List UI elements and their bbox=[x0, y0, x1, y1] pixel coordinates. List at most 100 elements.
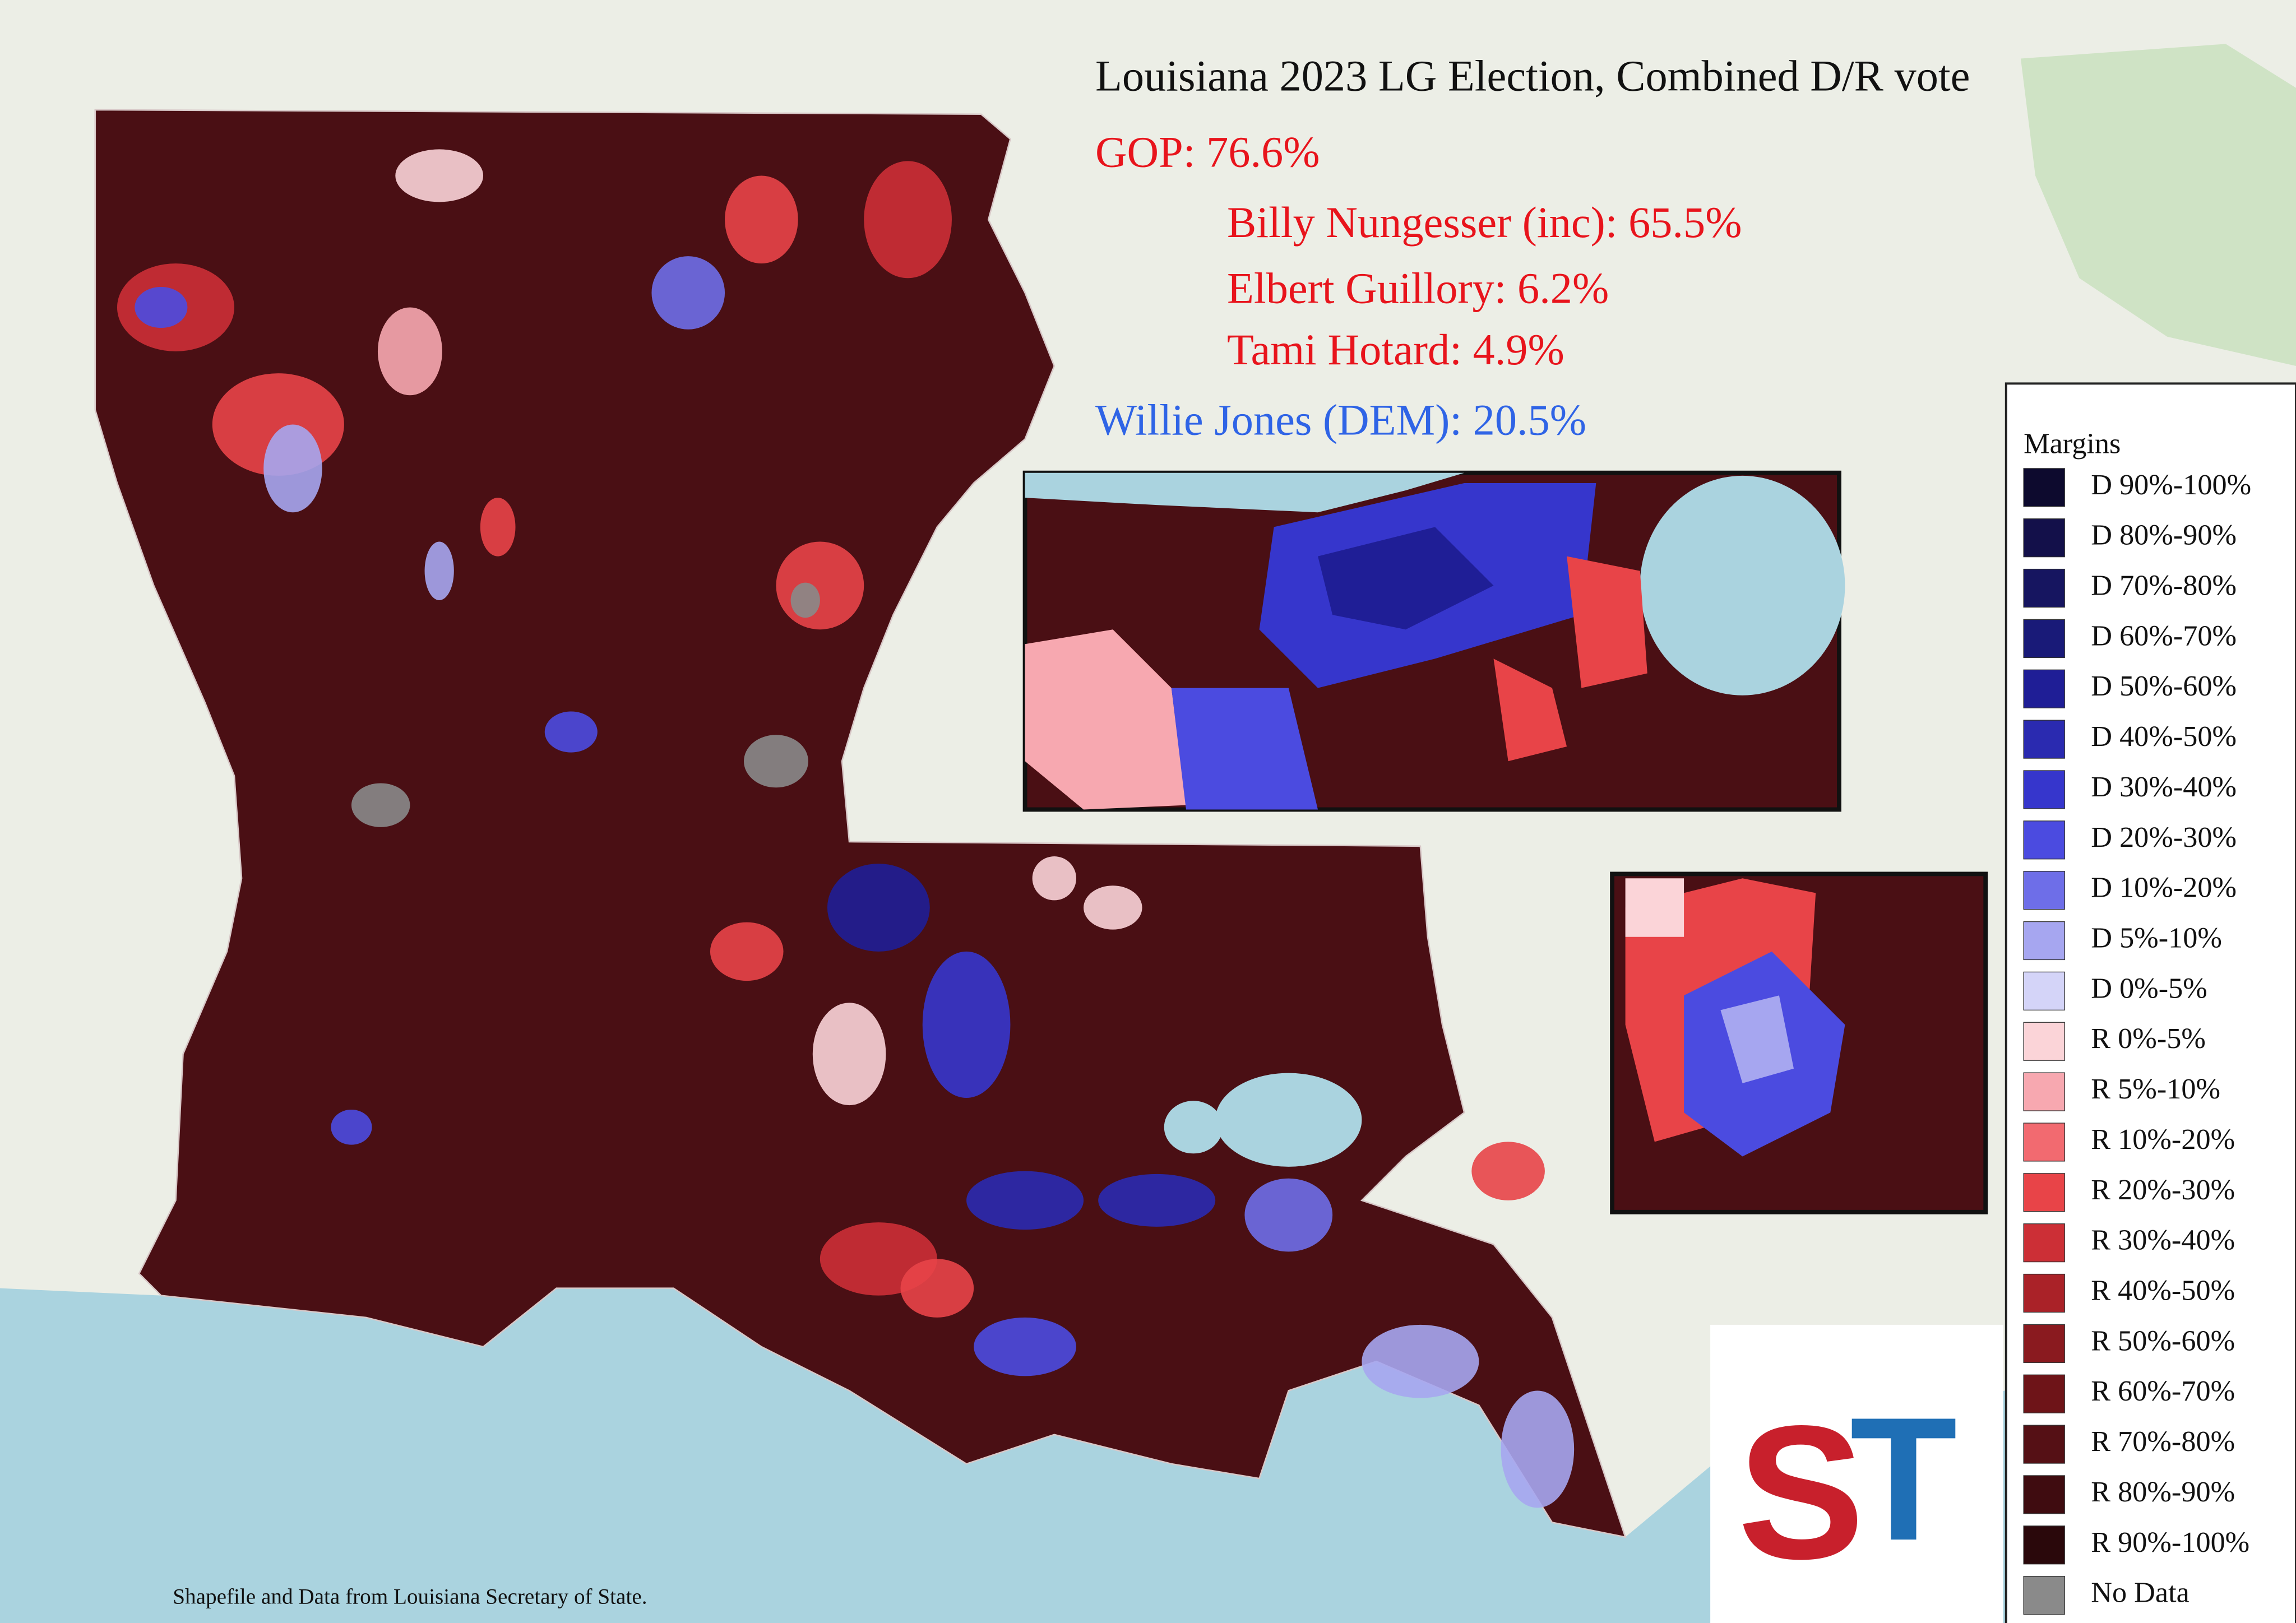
legend-label: R 0%-5% bbox=[2091, 1022, 2206, 1055]
precinct-blob bbox=[744, 735, 808, 788]
lake-pontchartrain bbox=[1215, 1073, 1362, 1167]
legend-swatch bbox=[2023, 1425, 2065, 1464]
legend-label: R 70%-80% bbox=[2091, 1425, 2235, 1458]
legend-swatch bbox=[2023, 1072, 2065, 1111]
precinct-blob bbox=[651, 256, 725, 330]
legend-label: R 20%-30% bbox=[2091, 1174, 2235, 1206]
logo-s: S bbox=[1738, 1386, 1865, 1598]
inset-baton-rouge bbox=[1610, 871, 1988, 1214]
precinct-blob bbox=[1084, 885, 1142, 930]
precinct-blob bbox=[1501, 1390, 1575, 1508]
legend-label: D 60%-70% bbox=[2091, 619, 2237, 652]
results: GOP: 76.6% Billy Nungesser (inc): 65.5% El… bbox=[1095, 127, 1742, 444]
legend-swatch bbox=[2023, 921, 2065, 961]
logo-t: T bbox=[1850, 1381, 1957, 1577]
legend-label: D 5%-10% bbox=[2091, 922, 2222, 954]
legend-swatch bbox=[2023, 720, 2065, 759]
precinct-blob bbox=[480, 498, 516, 557]
legend-label: D 40%-50% bbox=[2091, 720, 2237, 753]
inset-lake bbox=[1025, 472, 1465, 513]
legend-label: R 80%-90% bbox=[2091, 1476, 2235, 1508]
result-line: Willie Jones (DEM): 20.5% bbox=[1095, 395, 1586, 444]
legend-label: R 90%-100% bbox=[2091, 1526, 2249, 1559]
legend-swatch bbox=[2023, 871, 2065, 910]
inset-blue-south bbox=[1171, 688, 1318, 810]
legend-swatch bbox=[2023, 1273, 2065, 1313]
inset-lake-borgne bbox=[1640, 475, 1845, 695]
legend-label: R 10%-20% bbox=[2091, 1123, 2235, 1156]
inset-pink-area bbox=[1025, 629, 1186, 810]
inset-light-blue bbox=[1720, 995, 1794, 1083]
legend-label: D 90%-100% bbox=[2091, 469, 2251, 501]
legend: Margins D 90%-100% D 80%-90% D 70%-80% D 60… bbox=[2005, 382, 2296, 1623]
precinct-blob bbox=[710, 922, 784, 981]
precinct-blob bbox=[790, 582, 820, 618]
precinct-blob bbox=[263, 424, 322, 513]
result-line: Tami Hotard: 4.9% bbox=[1227, 325, 1564, 374]
legend-swatch bbox=[2023, 971, 2065, 1010]
legend-label: R 30%-40% bbox=[2091, 1224, 2235, 1256]
legend-swatch bbox=[2023, 1525, 2065, 1565]
legend-swatch bbox=[2023, 1576, 2065, 1615]
result-line: GOP: 76.6% bbox=[1095, 127, 1320, 176]
precinct-blob bbox=[1471, 1142, 1545, 1200]
legend-swatch bbox=[2023, 770, 2065, 809]
precinct-blob bbox=[331, 1109, 372, 1145]
precinct-blob bbox=[1032, 856, 1076, 901]
precinct-blob bbox=[922, 951, 1011, 1098]
legend-label: D 70%-80% bbox=[2091, 569, 2237, 602]
inset-red-area bbox=[1493, 659, 1567, 762]
legend-swatch bbox=[2023, 568, 2065, 608]
precinct-blob bbox=[1362, 1324, 1479, 1398]
precinct-blob bbox=[395, 149, 484, 202]
precinct-blob bbox=[424, 541, 454, 600]
legend-label: D 20%-30% bbox=[2091, 821, 2237, 854]
legend-label: R 40%-50% bbox=[2091, 1274, 2235, 1306]
legend-swatch bbox=[2023, 669, 2065, 708]
legend-label: No Data bbox=[2091, 1576, 2189, 1609]
inset-deep-blue bbox=[1318, 527, 1494, 630]
legend-label: D 30%-40% bbox=[2091, 771, 2237, 803]
precinct-blob bbox=[725, 175, 798, 264]
result-line: Elbert Guillory: 6.2% bbox=[1227, 263, 1609, 312]
precinct-blob bbox=[966, 1171, 1084, 1230]
legend-swatch bbox=[2023, 1223, 2065, 1263]
precinct-blob bbox=[900, 1259, 974, 1318]
inset-red-east bbox=[1567, 556, 1647, 688]
legend-swatch bbox=[2023, 1123, 2065, 1162]
result-line: Billy Nungesser (inc): 65.5% bbox=[1227, 198, 1742, 247]
lake-maurepas bbox=[1164, 1101, 1223, 1154]
legend-swatch bbox=[2023, 1475, 2065, 1514]
legend-swatch bbox=[2023, 619, 2065, 658]
precinct-blob bbox=[827, 864, 930, 952]
precinct-blob bbox=[1098, 1174, 1216, 1227]
logo-box bbox=[1710, 1324, 2003, 1623]
legend-label: R 60%-70% bbox=[2091, 1375, 2235, 1407]
legend-label: D 50%-60% bbox=[2091, 670, 2237, 702]
legend-items: D 90%-100% D 80%-90% D 70%-80% D 60%-70% D 5… bbox=[2023, 468, 2251, 1615]
precinct-shading bbox=[117, 149, 1575, 1508]
legend-label: R 50%-60% bbox=[2091, 1324, 2235, 1357]
precinct-blob bbox=[135, 286, 188, 328]
precinct-blob bbox=[1244, 1178, 1333, 1252]
legend-swatch bbox=[2023, 820, 2065, 860]
inset-new-orleans bbox=[1022, 470, 1845, 812]
legend-swatch bbox=[2023, 1374, 2065, 1413]
map-title: Louisiana 2023 LG Election, Combined D/R… bbox=[1095, 52, 1970, 100]
legend-swatch bbox=[2023, 518, 2065, 558]
inset-pink-area bbox=[1625, 878, 1684, 937]
source-note: Shapefile and Data from Louisiana Secret… bbox=[173, 1584, 647, 1608]
legend-label: R 5%-10% bbox=[2091, 1073, 2220, 1105]
legend-title: Margins bbox=[2024, 428, 2121, 460]
legend-label: D 80%-90% bbox=[2091, 519, 2237, 551]
legend-swatch bbox=[2023, 468, 2065, 507]
legend-swatch bbox=[2023, 1173, 2065, 1212]
precinct-blob bbox=[544, 711, 598, 753]
precinct-blob bbox=[864, 161, 952, 279]
precinct-blob bbox=[974, 1317, 1076, 1376]
precinct-blob bbox=[351, 783, 410, 827]
precinct-blob bbox=[812, 1003, 886, 1106]
legend-label: D 0%-5% bbox=[2091, 972, 2207, 1004]
